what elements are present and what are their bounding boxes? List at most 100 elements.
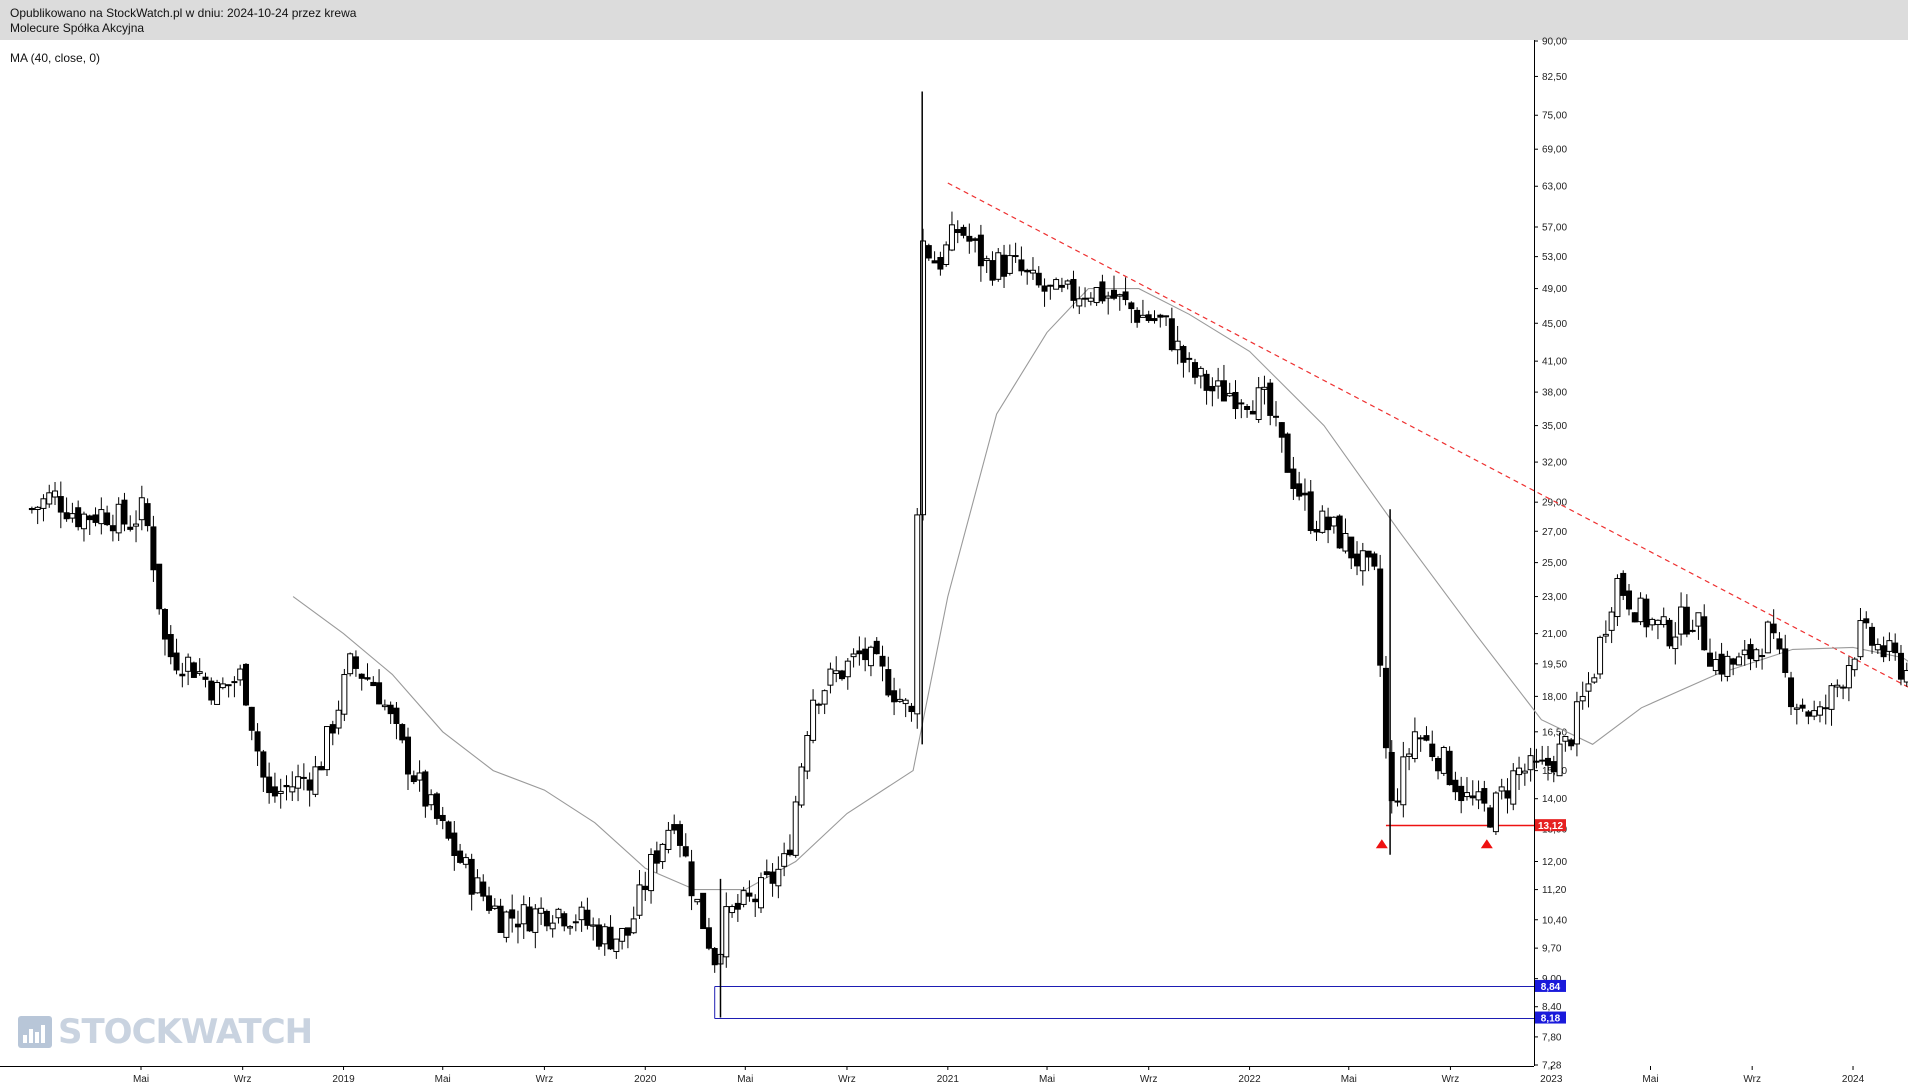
candle-body [578, 906, 585, 921]
candle-body [1649, 618, 1656, 626]
x-tick-label: Wrz [234, 1074, 252, 1082]
candle-body [208, 680, 215, 701]
candle-body [1463, 792, 1470, 798]
candle-body [98, 509, 105, 525]
candle-body [474, 877, 481, 894]
candle-body [1307, 491, 1314, 531]
candle-body [954, 229, 961, 234]
candle-body [1903, 670, 1908, 683]
y-tick-label: 35,00 [1542, 421, 1567, 432]
candle-body [295, 776, 302, 789]
candle-body [1816, 706, 1823, 716]
candle-body [688, 861, 695, 897]
candle-body [1811, 710, 1818, 717]
candle-body [480, 881, 487, 897]
candle-body [1076, 298, 1083, 307]
candle-body [491, 905, 498, 909]
candle-body [1539, 759, 1546, 762]
bar-chart-icon [18, 1016, 52, 1048]
candle-body [312, 766, 319, 795]
y-tick-label: 27,00 [1542, 527, 1567, 538]
support-touch-marker [1375, 839, 1388, 849]
x-tick-label: 2023 [1540, 1074, 1563, 1082]
candle-body [1406, 753, 1413, 757]
candle-body [133, 523, 140, 527]
candle-body [700, 892, 707, 930]
candle-body [370, 681, 377, 687]
candle-body [1527, 755, 1534, 771]
candle-body [86, 515, 93, 521]
price-tag-label: 8,18 [1541, 1014, 1561, 1025]
candle-body [1683, 606, 1690, 635]
candle-body [1365, 550, 1372, 558]
candle-body [433, 793, 440, 819]
x-tick-label: 2022 [1238, 1074, 1261, 1082]
candle-body [1585, 683, 1592, 692]
candle-body [1053, 279, 1060, 290]
candle-body [729, 906, 736, 914]
candle-body [156, 563, 163, 610]
candle-body [740, 890, 747, 905]
candle-body [1336, 515, 1343, 549]
candle-body [1342, 533, 1349, 552]
candle-body [937, 257, 944, 270]
x-tick-label: Maj [1039, 1074, 1055, 1082]
candle-body [1359, 550, 1366, 572]
candle-body [1278, 422, 1285, 438]
candle-body [1284, 433, 1291, 473]
price-tag-label: 8,84 [1541, 982, 1561, 993]
candle-body [179, 673, 186, 677]
candle-body [1082, 297, 1089, 300]
candle-body [711, 948, 718, 966]
candle-body [1666, 619, 1673, 647]
stockwatch-logo: STOCKWATCH [18, 1012, 313, 1052]
candle-body [1568, 739, 1575, 747]
candle-body [694, 898, 701, 903]
candle-body [127, 526, 134, 530]
candle-body [1579, 695, 1586, 702]
candle-body [1209, 385, 1216, 392]
candle-body [57, 496, 64, 513]
candle-body [1255, 387, 1262, 421]
candle-body [248, 706, 255, 731]
candle-body [1301, 492, 1308, 496]
candle-body [1267, 382, 1274, 416]
candle-body [734, 902, 741, 910]
y-tick-label: 82,50 [1542, 72, 1567, 83]
candle-body [40, 498, 47, 509]
candle-body [786, 849, 793, 856]
candle-body [376, 682, 383, 705]
candle-body [468, 858, 475, 895]
candle-body [873, 640, 880, 655]
candle-body [214, 682, 221, 705]
candle-body [364, 677, 371, 680]
candle-body [1573, 701, 1580, 745]
candle-body [676, 824, 683, 846]
candle-body [1475, 791, 1482, 801]
candle-body [810, 699, 817, 741]
candle-body [1626, 590, 1632, 610]
candle-body [271, 786, 278, 797]
y-tick-label: 8,40 [1542, 1002, 1562, 1013]
candle-body [1492, 792, 1499, 833]
candle-body [977, 234, 984, 267]
x-tick-label: Maj [435, 1074, 451, 1082]
y-tick-label: 75,00 [1542, 111, 1567, 122]
candle-body [833, 670, 840, 674]
candle-body [827, 668, 834, 686]
candle-body [960, 226, 967, 236]
candle-body [746, 892, 753, 897]
candle-body [1382, 667, 1389, 749]
candle-body [196, 671, 203, 674]
candle-body [1776, 638, 1783, 650]
candle-body [1116, 294, 1123, 297]
candle-body [862, 648, 869, 661]
candle-body [1730, 658, 1737, 665]
candle-body [1672, 636, 1679, 650]
y-tick-label: 25,00 [1542, 558, 1567, 569]
price-tag-box [1535, 1011, 1566, 1024]
candle-body [567, 926, 574, 929]
candle-body [1481, 788, 1488, 804]
candle-body [896, 698, 903, 702]
